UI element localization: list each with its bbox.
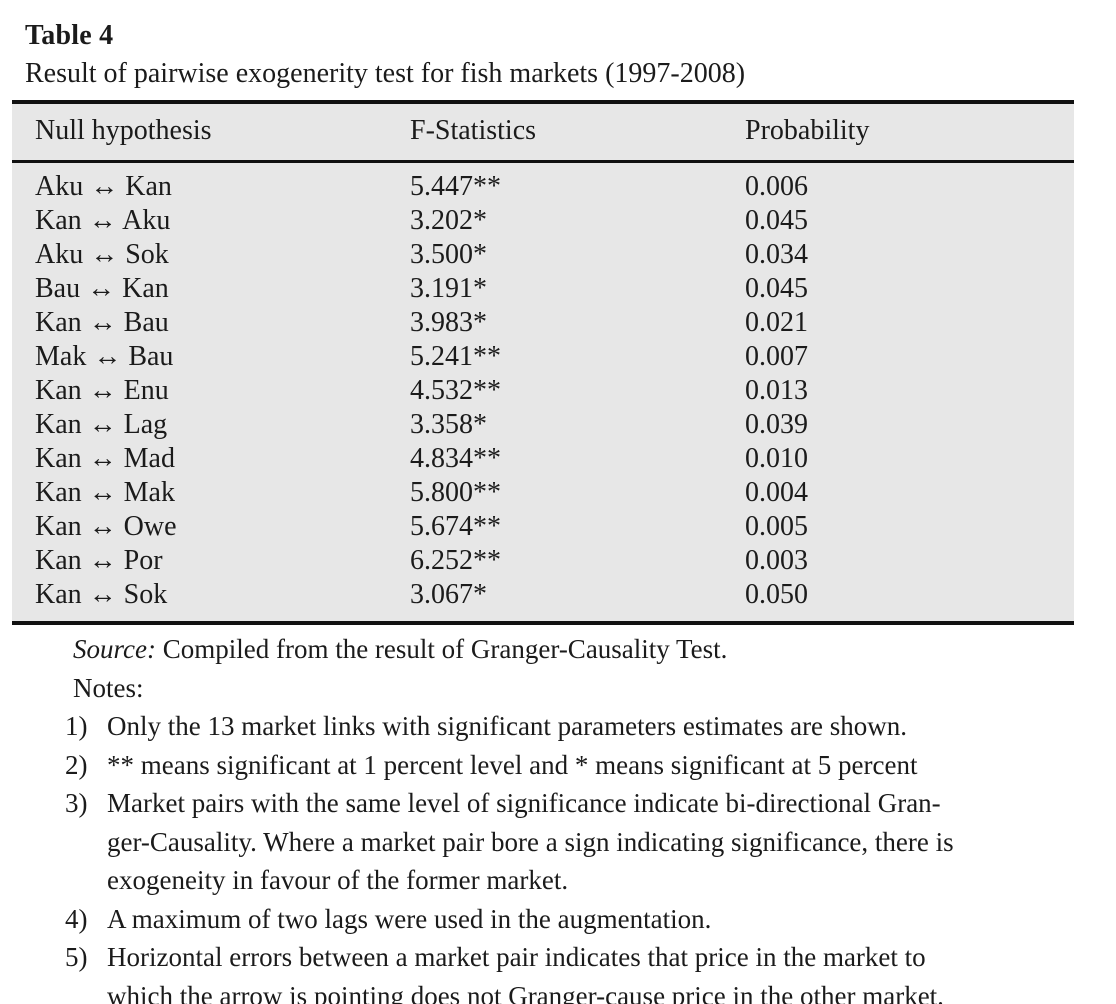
note-line: Horizontal errors between a market pair … [107, 942, 926, 972]
f-stat-cell: 6.252** [410, 545, 501, 576]
probability-cell: 0.039 [745, 409, 808, 440]
f-stat-cell: 3.358* [410, 409, 487, 440]
table-row: Kan ↔ Lag 3.358* 0.039 [12, 408, 1074, 442]
notes-label: Notes: [73, 672, 144, 703]
table-row: Kan ↔ Mad 4.834** 0.010 [12, 442, 1074, 476]
table-row: Kan ↔ Aku 3.202* 0.045 [12, 204, 1074, 238]
f-stat-cell: 4.532** [410, 375, 501, 406]
note-item-3: 3) Market pairs with the same level of s… [65, 784, 1085, 900]
pair-cell: Kan ↔ Mak [35, 477, 175, 508]
table-row: Kan ↔ Mak 5.800** 0.004 [12, 476, 1074, 510]
f-stat-cell: 5.800** [410, 477, 501, 508]
f-stat-cell: 3.067* [410, 579, 487, 610]
table-row: Aku ↔ Sok 3.500* 0.034 [12, 238, 1074, 272]
note-line: which the arrow is pointing does not Gra… [107, 980, 944, 1004]
table-notes: Source: Compiled from the result of Gran… [65, 630, 1085, 1004]
probability-cell: 0.006 [745, 171, 808, 202]
probability-cell: 0.050 [745, 579, 808, 610]
probability-cell: 0.034 [745, 239, 808, 270]
probability-cell: 0.045 [745, 205, 808, 236]
f-stat-cell: 5.241** [410, 341, 501, 372]
note-number: 3) [65, 788, 88, 818]
table-label: Table 4 [25, 20, 114, 51]
f-stat-cell: 5.447** [410, 171, 501, 202]
pair-cell: Kan ↔ Mad [35, 443, 175, 474]
note-line: A maximum of two lags were used in the a… [107, 903, 712, 934]
note-line: ** means significant at 1 percent level … [107, 749, 918, 780]
f-stat-cell: 4.834** [410, 443, 501, 474]
pair-cell: Kan ↔ Enu [35, 375, 169, 406]
probability-cell: 0.003 [745, 545, 808, 576]
pair-cell: Kan ↔ Por [35, 545, 163, 576]
note-item-4: 4) A maximum of two lags were used in th… [65, 900, 1085, 939]
f-stat-cell: 3.983* [410, 307, 487, 338]
table-row: Kan ↔ Por 6.252** 0.003 [12, 544, 1074, 578]
table-row: Mak ↔ Bau 5.241** 0.007 [12, 340, 1074, 374]
note-line: Market pairs with the same level of sign… [107, 788, 941, 818]
pair-cell: Aku ↔ Kan [35, 171, 172, 202]
probability-cell: 0.021 [745, 307, 808, 338]
probability-cell: 0.010 [745, 443, 808, 474]
pair-cell: Aku ↔ Sok [35, 239, 169, 270]
note-item-2: 2) ** means significant at 1 percent lev… [65, 746, 1085, 785]
source-line: Source: Compiled from the result of Gran… [65, 630, 1085, 669]
exogeneity-test-table: Null hypothesis F-Statistics Probability… [12, 100, 1074, 625]
note-line: ger-Causality. Where a market pair bore … [107, 826, 954, 857]
note-line: Only the 13 market links with significan… [107, 711, 908, 741]
pair-cell: Kan ↔ Sok [35, 579, 168, 610]
source-text: Compiled from the result of Granger-Caus… [162, 634, 728, 664]
probability-cell: 0.007 [745, 341, 808, 372]
note-number: 2) [65, 749, 88, 780]
table-caption: Result of pairwise exogenerity test for … [25, 58, 746, 89]
pair-cell: Kan ↔ Owe [35, 511, 177, 542]
table-row: Kan ↔ Enu 4.532** 0.013 [12, 374, 1074, 408]
table-row: Kan ↔ Bau 3.983* 0.021 [12, 306, 1074, 340]
column-header-f-statistics: F-Statistics [410, 102, 745, 163]
pair-cell: Mak ↔ Bau [35, 341, 174, 372]
f-stat-cell: 3.500* [410, 239, 487, 270]
note-item-1: 1) Only the 13 market links with signifi… [65, 707, 1085, 746]
table-body: Aku ↔ Kan 5.447** 0.006 Kan ↔ Aku 3.202* 0.0… [12, 162, 1074, 624]
f-stat-cell: 5.674** [410, 511, 501, 542]
note-number: 4) [65, 903, 88, 934]
column-header-probability: Probability [745, 102, 1074, 163]
probability-cell: 0.013 [745, 375, 808, 406]
pair-cell: Kan ↔ Bau [35, 307, 169, 338]
table-row: Kan ↔ Sok 3.067* 0.050 [12, 578, 1074, 623]
table-row: Bau ↔ Kan 3.191* 0.045 [12, 272, 1074, 306]
table-row: Aku ↔ Kan 5.447** 0.006 [12, 162, 1074, 205]
probability-cell: 0.005 [745, 511, 808, 542]
probability-cell: 0.004 [745, 477, 808, 508]
pair-cell: Kan ↔ Lag [35, 409, 168, 440]
note-number: 1) [65, 711, 88, 741]
pair-cell: Bau ↔ Kan [35, 273, 169, 304]
note-item-5: 5) Horizontal errors between a market pa… [65, 938, 1085, 1004]
table-row: Kan ↔ Owe 5.674** 0.005 [12, 510, 1074, 544]
f-stat-cell: 3.191* [410, 273, 487, 304]
pair-cell: Kan ↔ Aku [35, 205, 171, 236]
source-label: Source: [73, 634, 156, 664]
note-number: 5) [65, 942, 88, 972]
table-header: Null hypothesis F-Statistics Probability [12, 102, 1074, 163]
probability-cell: 0.045 [745, 273, 808, 304]
column-header-null-hypothesis: Null hypothesis [12, 102, 410, 163]
f-stat-cell: 3.202* [410, 205, 487, 236]
note-line: exogeneity in favour of the former marke… [107, 865, 569, 895]
